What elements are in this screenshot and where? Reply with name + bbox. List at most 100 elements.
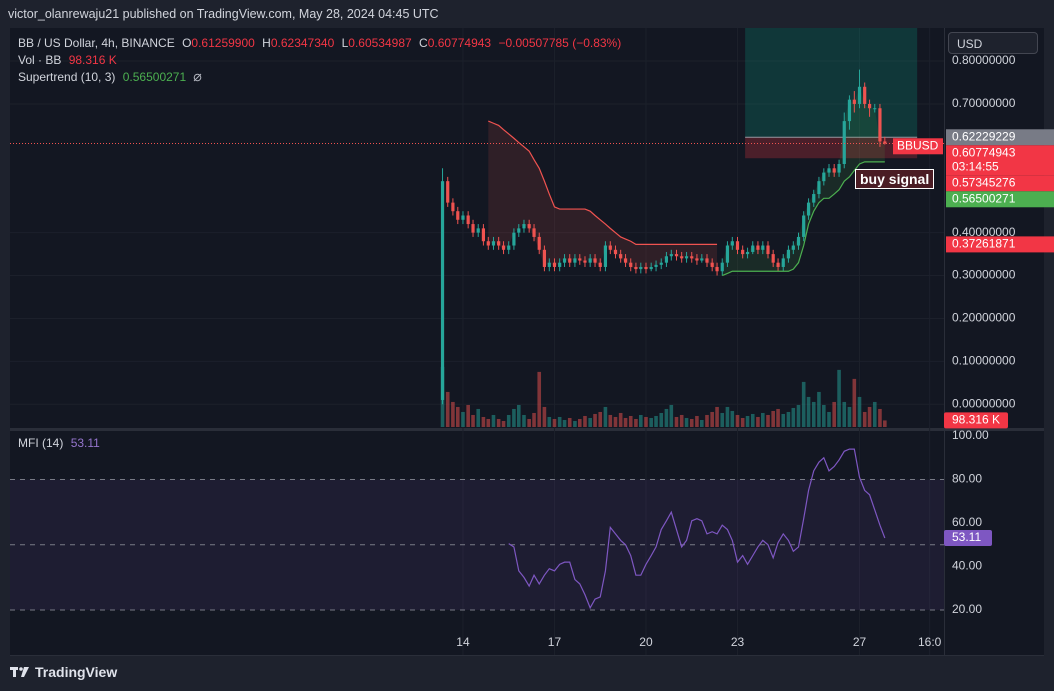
candle-body	[608, 245, 612, 250]
grid	[10, 28, 944, 655]
volume-bar	[527, 418, 531, 427]
volume-legend: Vol · BB 98.316 K	[18, 53, 121, 67]
volume-bar	[832, 401, 836, 427]
supertrend-value: 0.56500271	[122, 70, 187, 84]
candle-body	[471, 224, 475, 233]
candle-body	[578, 258, 582, 261]
candle-body	[446, 181, 450, 203]
volume-bar	[725, 406, 730, 427]
volume-bar	[862, 411, 867, 427]
volume-bar	[593, 413, 597, 427]
candle-body	[654, 264, 658, 267]
candle-body	[558, 262, 562, 267]
hide-icon[interactable]	[193, 73, 202, 82]
candle-body	[613, 249, 618, 255]
candle-body	[517, 228, 521, 233]
stop-price-box	[946, 175, 1054, 192]
candle-body	[649, 266, 653, 270]
ohlc-key: C	[419, 36, 428, 50]
candle-body	[593, 258, 597, 263]
position-target-zone	[745, 28, 918, 138]
brand: TradingView	[35, 664, 118, 680]
candle-body	[659, 262, 663, 265]
symbol-legend: BB / US Dollar, 4h, BINANCE O0.61259900 …	[18, 36, 625, 50]
last-price-box	[946, 145, 1054, 176]
volume-bar	[618, 412, 623, 427]
x-tick-label: 23	[731, 635, 745, 649]
y-tick-label: 0.00000000	[952, 396, 1016, 410]
volume-bar	[659, 412, 664, 427]
volume-bar	[516, 404, 521, 427]
candle-body	[756, 245, 760, 250]
entry-price-label: 0.62229229	[952, 129, 1016, 143]
candle-body	[598, 262, 602, 267]
volume-bar	[776, 408, 780, 427]
volume-value-box	[944, 412, 1008, 429]
candle-body	[690, 256, 694, 259]
candle-body	[552, 262, 557, 267]
volume-bar	[445, 391, 450, 427]
volume-bar	[649, 417, 653, 427]
candle-body	[466, 215, 470, 225]
candle-body	[873, 108, 877, 110]
candle-body	[476, 228, 480, 233]
volume-bar	[867, 406, 872, 427]
volume-title: Vol · BB	[18, 53, 62, 67]
volume-bar	[522, 414, 526, 427]
volume-bar	[537, 371, 542, 427]
x-tick-label: 27	[853, 635, 867, 649]
volume-bar	[557, 416, 562, 427]
volume-bar	[852, 378, 857, 427]
volume-bar	[532, 412, 536, 427]
volume-bar	[827, 411, 831, 427]
candle-body	[669, 254, 673, 257]
ohlc-value: 0.62347340	[270, 36, 335, 50]
candle-body	[603, 245, 608, 267]
volume-bar	[476, 408, 481, 427]
candle-body	[786, 249, 791, 259]
volume-bar	[811, 401, 816, 427]
currency-button[interactable]: USD	[948, 32, 1038, 54]
volume-bar	[573, 420, 577, 427]
supertrend-down-box	[946, 236, 1054, 253]
candle-body	[700, 258, 704, 261]
volume-bar	[761, 412, 765, 427]
indicator-layer	[10, 120, 944, 277]
volume-bar	[608, 414, 613, 427]
candle-body	[568, 258, 572, 263]
y-tick-label: 0.40000000	[952, 225, 1016, 239]
volume-bar	[669, 404, 674, 427]
symbol-tag: BBUSD	[897, 138, 939, 152]
mfi-legend: MFI (14) 53.11	[18, 436, 104, 450]
volume-bar	[634, 418, 638, 427]
publisher-line: victor_olanrewaju21 published on Trading…	[8, 7, 439, 21]
volume-bar	[730, 410, 735, 427]
supertrend-legend: Supertrend (10, 3) 0.56500271	[18, 70, 202, 84]
candle-body	[451, 202, 455, 212]
candle-body	[491, 241, 496, 246]
stop-price-label: 0.57345276	[952, 175, 1016, 189]
volume-bar	[806, 396, 811, 427]
volume-bar	[735, 414, 740, 427]
y-tick-label: 0.30000000	[952, 268, 1016, 282]
volume-bar	[684, 417, 689, 427]
candle-body	[486, 241, 490, 246]
candle-body	[547, 262, 551, 267]
volume-bar	[847, 406, 852, 427]
candle-body	[583, 260, 587, 263]
buy-signal-note: buy signal	[855, 169, 935, 189]
y-tick-label: 20.00	[952, 602, 982, 616]
volume-bar	[695, 415, 699, 427]
ohlc-value: 0.61259900	[191, 36, 255, 50]
volume-bar	[842, 401, 847, 427]
candle-layer	[440, 69, 887, 405]
mfi-value-label: 53.11	[952, 530, 981, 544]
candle-body	[842, 121, 846, 165]
volume-bar	[486, 418, 491, 427]
supertrend-line	[722, 161, 885, 277]
candle-body	[644, 266, 648, 270]
volume-bar	[679, 414, 684, 427]
ohlc-value: 0.60774943	[427, 36, 492, 50]
ohlc-key: O	[182, 36, 192, 50]
candle-body	[802, 215, 806, 237]
